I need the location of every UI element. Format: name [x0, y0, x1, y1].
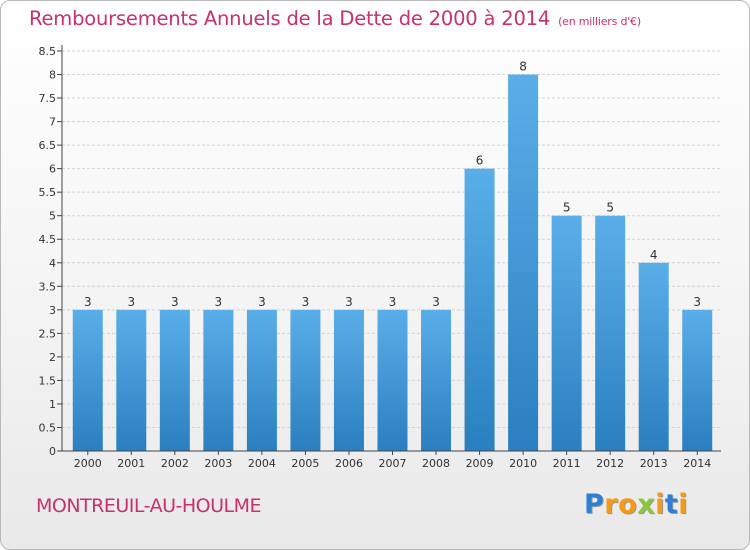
- chart-subtitle: (en milliers d'€): [558, 15, 641, 28]
- bar: [159, 309, 190, 451]
- y-tick-label: 5.5: [39, 186, 57, 199]
- bar-value-label: 5: [606, 201, 614, 215]
- bar-value-label: 4: [650, 248, 658, 262]
- logo-letter: o: [618, 489, 638, 520]
- labels: 0 0.5 1 1.5 2 2.5 3 3.5 4 4.5 5 5.5 6 6.5 7 7.5 8 8.5 3 200…: [39, 45, 712, 470]
- bar: [421, 309, 452, 451]
- bar-value-label: 3: [258, 295, 266, 309]
- bar: [682, 309, 713, 451]
- x-tick-label: 2002: [161, 457, 189, 470]
- x-tick-label: 2010: [509, 457, 537, 470]
- bar-value-label: 3: [389, 295, 397, 309]
- x-tick-label: 2005: [291, 457, 319, 470]
- y-tick-label: 5: [49, 210, 56, 223]
- bar: [464, 168, 495, 451]
- y-tick-label: 0.5: [39, 421, 57, 434]
- y-tick-label: 0: [49, 445, 56, 458]
- chart-title: Remboursements Annuels de la Dette de 20…: [29, 7, 641, 30]
- bar: [72, 309, 103, 451]
- logo-letter: P: [584, 489, 605, 520]
- x-tick-label: 2000: [74, 457, 102, 470]
- y-tick-label: 2: [49, 351, 56, 364]
- bar-value-label: 3: [171, 295, 179, 309]
- x-tick-label: 2012: [596, 457, 624, 470]
- logo-letter: r: [604, 489, 619, 520]
- bar-value-label: 3: [302, 295, 310, 309]
- bar-value-label: 3: [345, 295, 353, 309]
- y-tick-label: 3.5: [39, 280, 57, 293]
- bar-value-label: 3: [84, 295, 92, 309]
- bars: [72, 74, 713, 451]
- bar-value-label: 3: [127, 295, 135, 309]
- bar: [551, 215, 582, 451]
- y-tick-label: 4: [49, 257, 56, 270]
- bar: [508, 74, 539, 451]
- x-tick-label: 2006: [335, 457, 363, 470]
- bar-value-label: 5: [563, 201, 571, 215]
- bar: [333, 309, 364, 451]
- bar: [638, 262, 669, 451]
- x-tick-label: 2008: [422, 457, 450, 470]
- bar-value-label: 3: [215, 295, 223, 309]
- logo-letter: t: [664, 489, 679, 520]
- y-tick-label: 8: [49, 69, 56, 82]
- x-tick-label: 2011: [553, 457, 581, 470]
- x-tick-label: 2013: [640, 457, 668, 470]
- logo-letter: i: [678, 489, 689, 520]
- y-tick-label: 1.5: [39, 374, 57, 387]
- y-tick-label: 1: [49, 398, 56, 411]
- bar: [595, 215, 626, 451]
- bar-value-label: 3: [432, 295, 440, 309]
- x-tick-label: 2009: [466, 457, 494, 470]
- x-tick-label: 2004: [248, 457, 276, 470]
- bar-value-label: 8: [519, 60, 527, 74]
- y-tick-label: 2.5: [39, 327, 57, 340]
- bar: [203, 309, 234, 451]
- y-tick-label: 3: [49, 304, 56, 317]
- bar: [246, 309, 277, 451]
- x-tick-label: 2014: [683, 457, 711, 470]
- y-tick-label: 4.5: [39, 233, 57, 246]
- x-tick-label: 2001: [117, 457, 145, 470]
- proxiti-logo: Proxiti: [584, 489, 688, 520]
- x-tick-label: 2003: [204, 457, 232, 470]
- y-tick-label: 8.5: [39, 45, 57, 58]
- x-tick-label: 2007: [379, 457, 407, 470]
- bar: [377, 309, 408, 451]
- bar: [290, 309, 321, 451]
- bar: [116, 309, 147, 451]
- y-tick-label: 7: [49, 116, 56, 129]
- bar-value-label: 3: [693, 295, 701, 309]
- logo-letter: i: [655, 489, 665, 520]
- chart-title-text: Remboursements Annuels de la Dette de 20…: [29, 7, 551, 30]
- y-tick-label: 7.5: [39, 92, 57, 105]
- bar-value-label: 6: [476, 154, 484, 168]
- y-tick-label: 6.5: [39, 139, 57, 152]
- y-tick-label: 6: [49, 163, 56, 176]
- commune-name: MONTREUIL-AU-HOULME: [36, 495, 261, 517]
- logo-letter: x: [637, 489, 656, 520]
- axes: [57, 45, 721, 455]
